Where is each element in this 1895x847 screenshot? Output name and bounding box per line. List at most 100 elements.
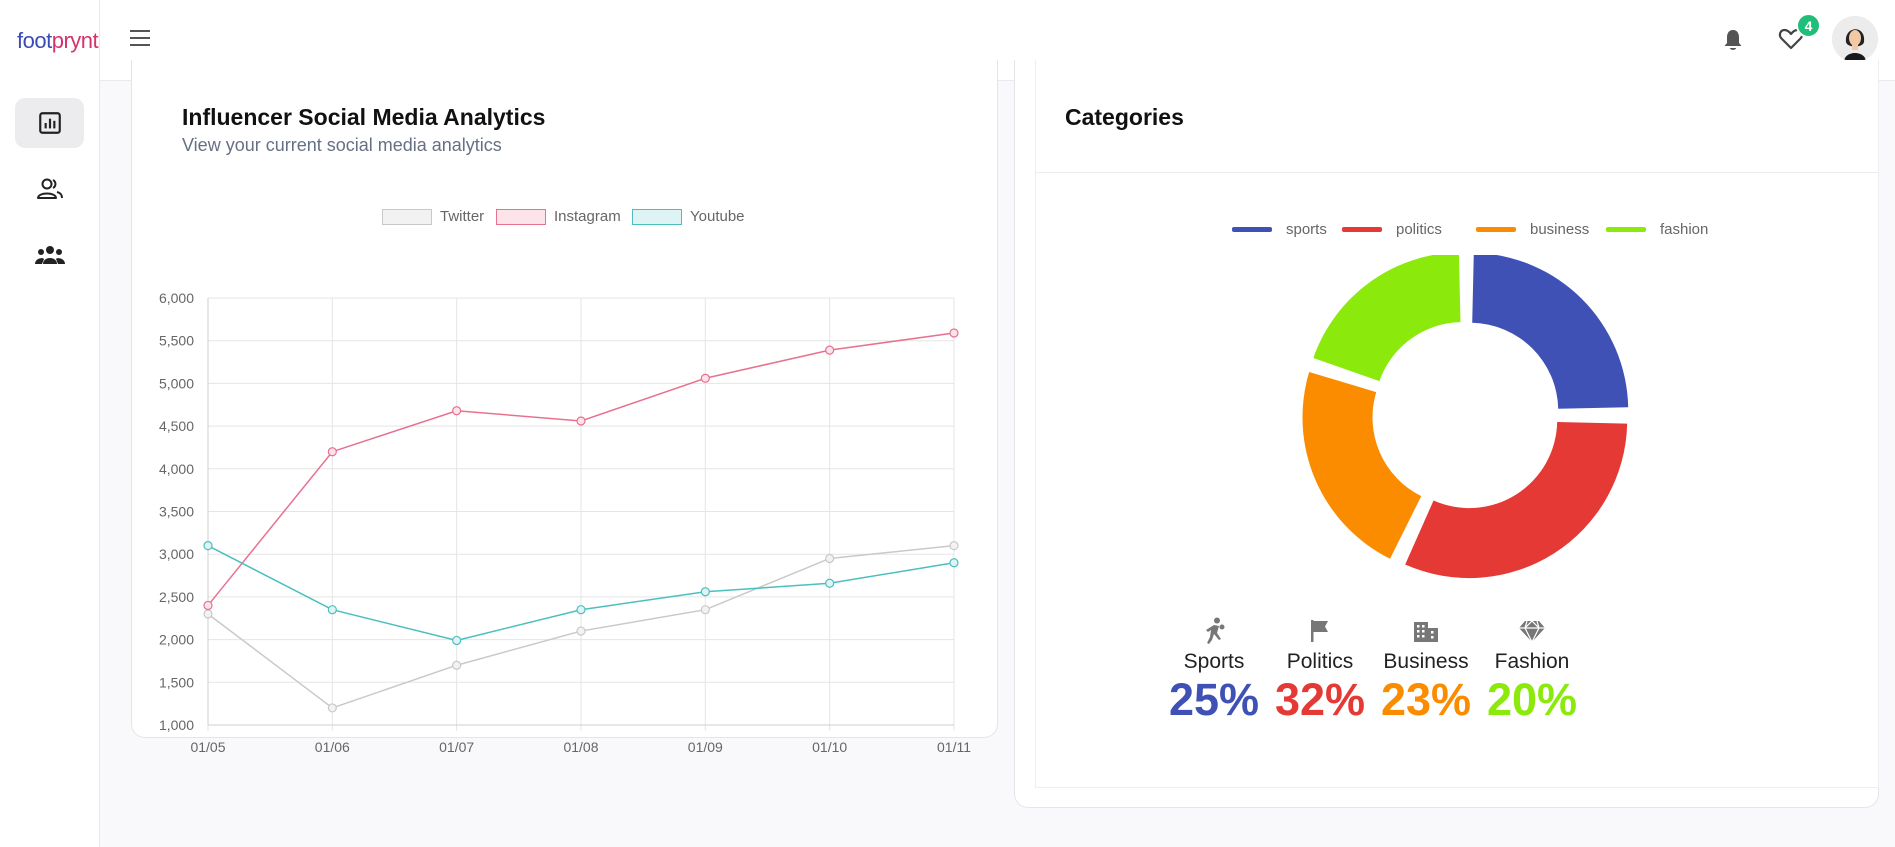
legend-swatch (496, 208, 546, 225)
legend-label: politics (1396, 221, 1442, 238)
legend-item-fashion[interactable]: fashion (1606, 221, 1708, 238)
legend-swatch (1476, 227, 1516, 232)
data-point-twitter[interactable] (700, 605, 710, 615)
logo-text-part2: prynt (51, 28, 99, 53)
donut-slice-business[interactable] (1302, 371, 1422, 559)
data-point-instagram[interactable] (949, 328, 959, 338)
data-point-youtube[interactable] (203, 541, 213, 551)
category-percent: 25% (1168, 674, 1260, 725)
y-tick-label: 1,500 (159, 674, 194, 690)
legend-label: sports (1286, 221, 1327, 238)
data-point-twitter[interactable] (203, 609, 213, 619)
data-point-instagram[interactable] (825, 345, 835, 355)
data-point-twitter[interactable] (327, 703, 337, 713)
avatar[interactable] (1832, 16, 1878, 62)
data-point-youtube[interactable] (576, 605, 586, 615)
diamond-icon (1477, 614, 1587, 648)
y-tick-label: 2,500 (159, 589, 194, 605)
donut-slice-sports[interactable] (1472, 255, 1629, 409)
sidebar-item-users[interactable] (15, 164, 84, 214)
group-icon (34, 246, 65, 264)
y-tick-label: 5,000 (159, 375, 194, 391)
menu-toggle-button[interactable] (130, 30, 154, 50)
analytics-subtitle: View your current social media analytics (182, 135, 502, 155)
data-point-twitter[interactable] (825, 553, 835, 564)
legend-label: business (1530, 221, 1590, 238)
analytics-title: Influencer Social Media Analytics (182, 104, 546, 130)
y-tick-label: 3,500 (159, 504, 194, 520)
sidebar-item-analytics[interactable] (15, 98, 84, 148)
logo[interactable]: footprynt (17, 28, 99, 54)
category-label: Business (1383, 650, 1469, 673)
category-stat-politics: Politics 32% (1265, 614, 1375, 726)
x-tick-label: 01/05 (190, 739, 225, 755)
category-label: Fashion (1494, 650, 1570, 673)
legend-item-politics[interactable]: politics (1342, 221, 1442, 238)
category-percent: 32% (1274, 674, 1366, 725)
y-tick-label: 4,500 (159, 418, 194, 434)
category-stat-fashion: Fashion 20% (1477, 614, 1587, 726)
x-tick-label: 01/06 (315, 739, 350, 755)
y-tick-label: 2,000 (159, 632, 194, 648)
legend-swatch (382, 208, 432, 225)
data-point-twitter[interactable] (576, 626, 586, 636)
category-percent: 23% (1380, 674, 1472, 725)
legend-label: Instagram (554, 208, 621, 225)
y-tick-label: 4,000 (159, 461, 194, 477)
legend-item-sports[interactable]: sports (1232, 221, 1327, 238)
data-point-instagram[interactable] (327, 447, 337, 457)
data-point-youtube[interactable] (825, 578, 835, 588)
categories-card: Categories sports politics business fashion… (1014, 60, 1879, 808)
donut-chart (1302, 255, 1629, 579)
building-icon (1371, 614, 1481, 648)
category-stat-sports: Sports 25% (1159, 614, 1269, 726)
data-point-instagram[interactable] (700, 373, 710, 383)
data-point-twitter[interactable] (452, 660, 462, 670)
legend-swatch (1232, 227, 1272, 232)
y-tick-label: 5,500 (159, 333, 194, 349)
x-tick-label: 01/08 (563, 739, 598, 755)
notification-badge: 4 (1796, 13, 1821, 38)
x-tick-label: 01/11 (937, 739, 971, 755)
legend-swatch (1606, 227, 1646, 232)
data-point-youtube[interactable] (452, 635, 462, 646)
line-chart: 6,000 5,500 5,000 4,500 4,000 3,500 3,000 2,500… (159, 290, 971, 755)
data-point-instagram[interactable] (576, 416, 586, 426)
data-point-instagram[interactable] (203, 600, 213, 611)
x-tick-label: 01/09 (688, 739, 723, 755)
legend-swatch (632, 208, 682, 225)
users-icon (36, 178, 63, 199)
logo-text-part1: foot (17, 28, 52, 53)
sidebar-item-groups[interactable] (15, 230, 84, 280)
legend-item-instagram[interactable]: Instagram (496, 208, 621, 225)
legend-swatch (1342, 227, 1382, 232)
category-stat-business: Business 23% (1371, 614, 1481, 726)
sidebar: footprynt (0, 0, 100, 847)
legend-label: Twitter (440, 208, 485, 225)
data-point-youtube[interactable] (700, 587, 710, 597)
x-tick-label: 01/07 (439, 739, 474, 755)
data-point-youtube[interactable] (949, 558, 959, 568)
donut-slice-politics[interactable] (1405, 422, 1628, 579)
bell-icon[interactable] (1722, 28, 1744, 57)
y-tick-label: 3,000 (159, 546, 194, 562)
categories-panel: Categories sports politics business fashion… (1035, 60, 1879, 788)
legend-label: fashion (1660, 221, 1709, 238)
x-tick-label: 01/10 (812, 739, 847, 755)
data-point-youtube[interactable] (327, 605, 337, 615)
legend-item-twitter[interactable]: Twitter (382, 208, 484, 225)
y-tick-label: 6,000 (159, 290, 194, 306)
legend-label: Youtube (690, 208, 745, 225)
category-label: Sports (1183, 650, 1245, 673)
category-percent: 20% (1486, 674, 1578, 725)
sports-icon (1159, 614, 1269, 648)
y-tick-label: 1,000 (159, 717, 194, 733)
flag-icon (1265, 614, 1375, 648)
donut-slice-fashion[interactable] (1313, 255, 1461, 382)
data-point-instagram[interactable] (452, 406, 462, 416)
legend-item-youtube[interactable]: Youtube (632, 208, 745, 225)
data-point-twitter[interactable] (949, 541, 959, 551)
legend-item-business[interactable]: business (1476, 221, 1589, 238)
analytics-card: Influencer Social Media Analytics View y… (131, 60, 998, 755)
categories-divider (1036, 172, 1879, 173)
